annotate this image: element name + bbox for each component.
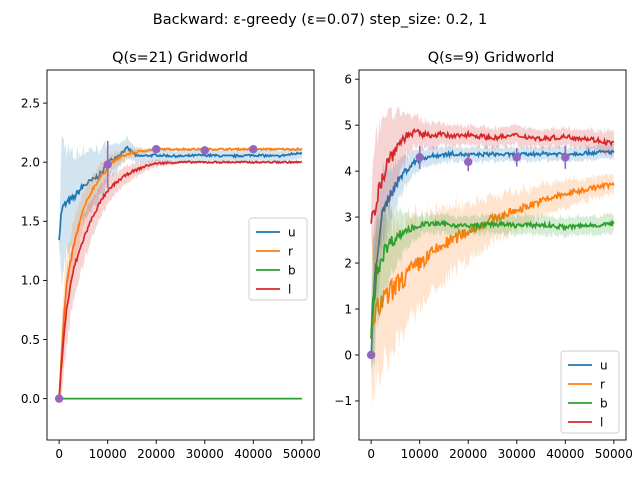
xtick-label-left-2: 20000 <box>137 447 175 461</box>
axes-frame-left <box>46 69 315 441</box>
band-left-u <box>59 134 302 288</box>
legend-box-right <box>560 350 620 434</box>
xtick-label-right-5: 50000 <box>595 447 633 461</box>
legend-label-right-u: u <box>600 359 608 373</box>
xtick-label-left-4: 40000 <box>234 447 272 461</box>
legend-label-right-l: l <box>600 416 603 430</box>
plot-area-right <box>366 107 615 405</box>
ytick-label-left-0: 0.0 <box>21 392 40 406</box>
series-right-r <box>370 181 615 339</box>
series-left-r <box>58 146 303 399</box>
band-right-l <box>371 107 614 290</box>
figure-title: Backward: ε-greedy (ε=0.07) step_size: 0… <box>153 12 487 28</box>
chart-right: Q(s=9) Gridworld 0 10000 20000 30000 40000 50… <box>334 50 633 461</box>
xtick-label-left-0: 0 <box>55 447 63 461</box>
ytick-label-right-4: 3 <box>344 210 352 224</box>
ytick-label-left-3: 1.5 <box>21 215 40 229</box>
marker-right-0 <box>366 350 376 360</box>
band-right-u <box>371 143 614 370</box>
ytick-label-right-0: −1 <box>334 394 352 408</box>
xtick-label-right-3: 30000 <box>498 447 536 461</box>
chart-left: Q(s=21) Gridworld 0 10000 20000 30000 40000 5… <box>21 50 321 461</box>
chart-right-title: Q(s=9) Gridworld <box>428 50 555 66</box>
legend-label-right-b: b <box>600 397 608 411</box>
xtick-label-right-2: 20000 <box>449 447 487 461</box>
legend-label-left-b: b <box>288 264 296 278</box>
marker-right-1 <box>415 153 424 162</box>
ytick-label-right-3: 2 <box>344 256 352 270</box>
marker-right-4 <box>561 153 570 162</box>
band-right-r <box>371 172 614 405</box>
band-right-b <box>371 201 614 369</box>
marker-left-1 <box>103 160 112 169</box>
ytick-label-right-1: 0 <box>344 348 352 362</box>
ytick-label-left-1: 0.5 <box>21 333 40 347</box>
series-left-l <box>58 160 303 399</box>
series-right-b <box>370 219 615 339</box>
xtick-label-right-1: 10000 <box>401 447 439 461</box>
marker-right-2 <box>464 157 473 167</box>
ytick-label-left-2: 1.0 <box>21 274 40 288</box>
plot-area-left <box>54 134 303 403</box>
ytick-label-right-5: 4 <box>344 164 352 178</box>
legend-label-right-r: r <box>600 378 605 392</box>
marker-left-3 <box>200 146 209 155</box>
xtick-label-right-0: 0 <box>367 447 375 461</box>
ytick-label-right-6: 5 <box>344 118 352 132</box>
xtick-label-right-4: 40000 <box>546 447 584 461</box>
legend-label-left-l: l <box>288 283 291 297</box>
xtick-label-left-1: 10000 <box>89 447 127 461</box>
ytick-label-right-7: 6 <box>344 72 352 86</box>
series-right-l <box>370 127 615 224</box>
legend-label-left-u: u <box>288 226 296 240</box>
ytick-label-left-5: 2.5 <box>21 96 40 110</box>
ytick-label-right-2: 1 <box>344 302 352 316</box>
xtick-label-left-5: 50000 <box>283 447 321 461</box>
legend-label-left-r: r <box>288 245 293 259</box>
series-right-u <box>370 147 615 360</box>
marker-right-3 <box>512 153 521 162</box>
legend-box-left <box>248 217 308 301</box>
marker-left-0 <box>54 394 64 403</box>
series-left-u <box>58 145 303 241</box>
marker-left-4 <box>249 145 258 154</box>
axes-frame-right <box>358 69 627 441</box>
marker-left-2 <box>152 145 161 154</box>
chart-left-title: Q(s=21) Gridworld <box>112 50 248 66</box>
ytick-label-left-4: 2.0 <box>21 156 40 170</box>
xtick-label-left-3: 30000 <box>186 447 224 461</box>
